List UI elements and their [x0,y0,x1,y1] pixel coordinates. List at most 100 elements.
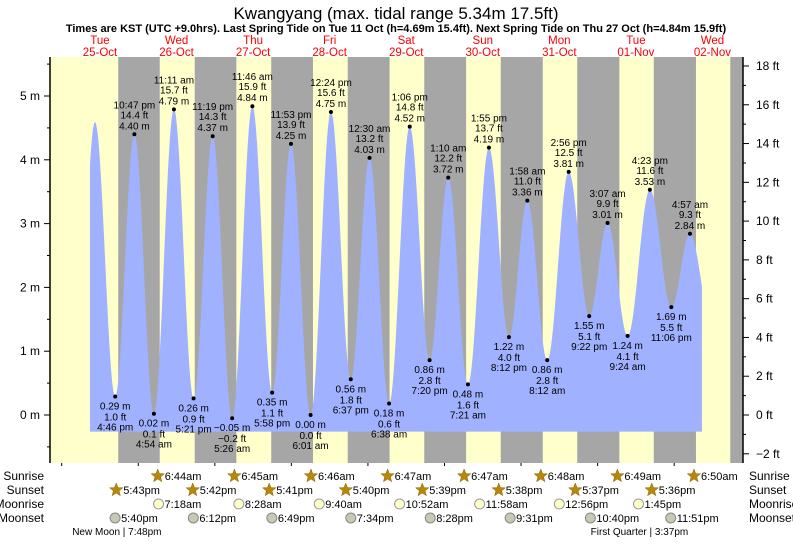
sunrise-icon [303,468,319,483]
day-label-weekday: Wed [165,35,188,47]
sunset-time: 5:37pm [582,485,619,497]
moonset-time: 9:31pm [516,513,553,525]
moonset-time: 5:40pm [121,513,158,525]
night-band [730,57,743,463]
tide-m-label: 2.84 m [675,221,706,232]
day-label-date: 01-Nov [617,47,654,59]
tide-point [171,107,176,112]
tide-curve [89,106,702,432]
tide-m-label: 4.25 m [276,131,307,142]
tide-point [647,187,652,192]
tide-m-label: 0.18 m [374,409,405,420]
tide-m-label: 0.26 m [178,403,209,414]
right-tick-label: 8 ft [756,253,773,267]
tide-ft-label: 0.0 ft [299,431,321,442]
moonrise-icon [632,498,644,510]
left-tick-label: 4 m [20,153,40,167]
day-label-date: 27-Oct [236,47,271,59]
sun-moon-rows: Sunrise Sunset Moonrise Moonset Sunrise … [0,468,793,538]
chart-title: Kwangyang (max. tidal range 5.34m 17.5ft… [233,4,558,23]
tide-m-label: 1.55 m [574,321,605,332]
tide-ft-label: 13.2 ft [356,134,384,145]
sunset-time: 5:41pm [276,485,313,497]
tide-time-label: 1:06 pm [392,93,428,104]
tide-ft-label: 1.8 ft [340,395,362,406]
left-tick-label: 3 m [20,217,40,231]
tide-point [308,413,313,417]
row-label-sunrise: Sunrise [3,469,44,483]
tide-point [151,411,156,416]
moonrise-icon [233,498,245,510]
moonset-icon [504,512,516,524]
sunset-icon [261,482,277,497]
day-labels: Tue25-OctWed26-OctThu27-OctFri28-OctSat2… [83,35,732,59]
tide-point [230,416,235,421]
tide-ft-label: 2.8 ft [418,376,440,387]
tide-time-label: 8:12 pm [491,363,527,374]
tide-m-label: 0.56 m [335,384,366,395]
tide-ft-label: 0.1 ft [143,430,165,441]
tide-point [669,305,674,310]
tide-m-label: 0.35 m [257,398,288,409]
day-label-weekday: Sat [398,35,416,47]
sunrise-icon [380,468,395,483]
tide-time-label: 2:56 pm [551,138,587,149]
axes: 0 m 1 m 2 m 3 m 4 m 5 m −2 ft 0 ft 2 ft 4 ft 6 ft 8… [20,57,780,466]
sunrise-time: 6:45am [241,471,278,483]
row-label-sunrise-right: Sunrise [749,469,790,483]
row-label-sunset-right: Sunset [749,483,787,497]
left-tick-label: 2 m [20,280,40,294]
tide-point [288,141,293,146]
tide-m-label: 0.86 m [414,365,445,376]
right-tick-label: 16 ft [756,98,780,112]
sunrise-time: 6:50am [701,471,738,483]
sunrise-time: 6:49am [624,471,661,483]
day-label-date: 30-Oct [466,47,501,59]
sunrise-icon [227,468,242,483]
sunrise-time: 6:47am [471,471,508,483]
left-tick-label: 1 m [20,344,40,358]
tide-time-label: 3:07 am [590,189,626,200]
tide-m-label: 1.22 m [494,342,525,353]
moonrise-icon [153,498,165,510]
moonset-time: 6:12pm [199,513,236,525]
sunset-icon [185,482,201,497]
tide-point [465,382,470,387]
tide-m-label: 1.24 m [612,341,643,352]
tide-m-label: 0.00 m [295,420,326,431]
tide-ft-label: 2.8 ft [536,376,558,387]
tide-m-label: 0.48 m [453,389,484,400]
tide-m-label: 3.81 m [553,159,584,170]
tide-ft-label: 12.5 ft [555,148,583,159]
tide-ft-label: 1.0 ft [104,412,126,423]
right-tick-label: 2 ft [756,369,773,383]
tide-m-label: 4.40 m [119,121,150,132]
moonset-icon [584,512,596,524]
tide-point [328,109,333,114]
tide-point [525,198,530,203]
tide-m-label: 4.75 m [316,99,347,110]
tide-time-label: 11:11 am [154,75,194,86]
tide-m-label: 4.52 m [394,114,425,125]
sunrise-time: 6:48am [548,471,585,483]
tide-time-label: 4:54 am [136,440,172,451]
moonset-time: 11:51pm [677,513,719,525]
sunset-icon [644,482,660,497]
tide-ft-label: 14.8 ft [396,103,424,114]
moon-phase: First Quarter | 3:37pm [591,527,689,538]
tide-ft-label: 0.9 ft [182,414,204,425]
tide-point [270,390,275,395]
day-label-date: 02-Nov [694,47,731,59]
tide-ft-label: 14.4 ft [120,110,148,121]
moonrise-time: 1:45pm [644,499,681,511]
tide-time-label: 1:58 am [509,167,545,178]
moonset-icon [665,512,677,524]
tide-point [132,132,137,137]
tide-time-label: 9:24 am [610,362,646,373]
tide-m-label: 0.29 m [100,401,131,412]
sunset-time: 5:42pm [200,485,237,497]
tide-m-label: 4.03 m [354,145,385,156]
tide-time-label: 9:22 pm [571,342,607,353]
row-label-moonset-right: Moonset [749,511,793,525]
